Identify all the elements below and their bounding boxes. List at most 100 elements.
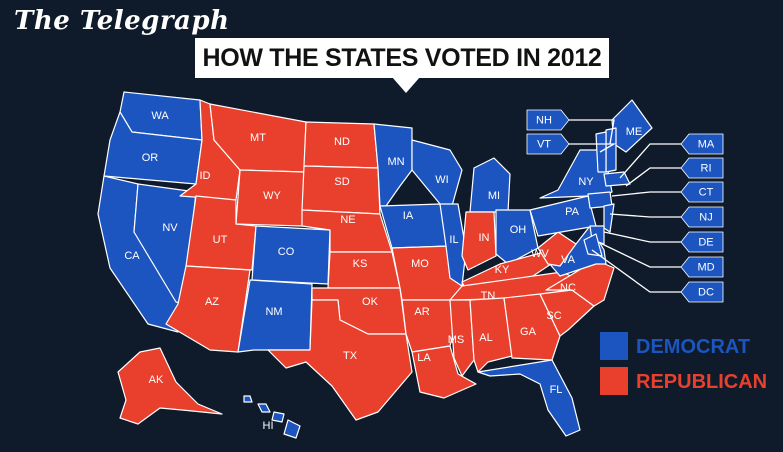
state-fragment-7 [271,411,285,423]
state-label-al: AL [479,332,492,344]
state-fragment-8 [283,419,301,439]
map-title: HOW THE STATES VOTED IN 2012 [195,38,609,78]
state-label-wi: WI [435,174,448,186]
state-label-sd: SD [334,176,349,188]
state-label-in: IN [479,232,490,244]
brand-logo: The Telegraph [14,6,230,36]
state-label-id: ID [200,170,211,182]
callout-label-vt: VT [537,138,551,150]
state-pa [529,195,597,237]
callout-box-nj [680,206,724,228]
legend-label-republican: REPUBLICAN [636,371,768,393]
callout-box-de [680,231,724,253]
state-label-ak: AK [149,374,164,386]
callout-label-ct: CT [699,186,714,198]
callout-line-md [597,241,681,268]
state-label-ga: GA [520,326,537,338]
state-label-mt: MT [250,132,266,144]
legend-swatch-republican [600,367,628,395]
state-label-ky: KY [495,264,510,276]
state-sd [301,165,381,215]
state-label-wa: WA [151,110,169,122]
state-label-nc: NC [560,282,576,294]
state-wv [537,231,577,267]
callout-box-ma [680,133,724,155]
state-label-ia: IA [403,210,414,222]
state-tx [267,299,413,421]
callout-box-ri [680,157,724,179]
callout-box-md [680,256,724,278]
state-label-ar: AR [414,306,429,318]
state-label-hi: HI [263,420,274,432]
callout-label-md: MD [697,261,714,273]
state-label-co: CO [278,246,295,258]
state-fragment-9 [243,395,253,403]
state-label-ca: CA [124,250,140,262]
state-label-mn: MN [387,156,404,168]
callout-box-ct [680,181,724,203]
state-label-nd: ND [334,136,350,148]
state-la [411,345,477,399]
state-label-me: ME [626,126,643,138]
state-label-la: LA [417,352,431,364]
state-sc [539,289,595,337]
state-label-mi: MI [488,190,500,202]
callout-line-ma [619,143,681,179]
state-label-or: OR [142,152,159,164]
state-ak [117,347,223,425]
callout-label-ma: MA [698,138,715,150]
state-ia [379,203,451,249]
callout-label-nj: NJ [699,211,712,223]
callout-label-nh: NH [536,114,552,126]
state-label-az: AZ [205,296,219,308]
state-ga [503,293,561,361]
callout-box-dc [680,281,724,303]
state-label-tn: TN [481,290,496,302]
state-label-tx: TX [343,350,358,362]
state-label-ks: KS [353,258,368,270]
title-pointer [392,77,420,93]
state-mi [469,157,511,213]
state-fragment-2 [603,171,631,187]
state-label-wy: WY [263,190,281,202]
state-label-sc: SC [546,310,561,322]
legend-label-democrat: DEMOCRAT [636,336,751,358]
state-mn [373,123,413,207]
state-az [165,265,251,353]
state-label-pa: PA [565,206,580,218]
state-label-ok: OK [362,296,379,308]
state-hi [257,403,271,413]
callout-line-ct [611,191,681,197]
legend-swatch-democrat [600,332,628,360]
callout-line-vt [569,143,617,153]
state-label-mo: MO [411,258,429,270]
state-oh [495,209,539,265]
callout-label-dc: DC [698,286,714,298]
callout-line-ri [625,167,681,187]
state-label-va: VA [561,254,576,266]
state-label-nm: NM [265,306,282,318]
state-label-oh: OH [510,224,527,236]
state-fl [477,359,581,437]
state-fragment-4 [603,203,615,233]
callout-line-dc [591,249,681,293]
state-label-wv: WV [531,248,549,260]
state-label-nv: NV [162,222,178,234]
callout-label-ri: RI [701,162,712,174]
state-label-ne: NE [340,214,355,226]
callout-box-vt [526,133,570,155]
state-label-ut: UT [213,234,228,246]
state-label-fl: FL [550,384,563,396]
callout-line-nj [609,213,681,218]
state-fragment-6 [583,233,603,257]
callout-label-de: DE [698,236,713,248]
state-ms [449,299,475,377]
state-in [461,211,497,271]
state-label-il: IL [449,234,458,246]
state-label-ny: NY [578,176,594,188]
callout-line-de [603,231,681,243]
state-label-ms: MS [448,334,465,346]
callout-line-nh [569,119,615,145]
callout-box-nh [526,109,570,131]
